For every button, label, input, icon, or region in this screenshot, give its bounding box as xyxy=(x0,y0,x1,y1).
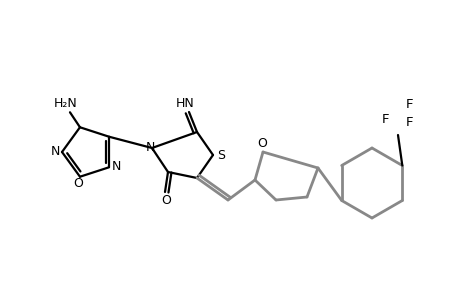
Text: N: N xyxy=(111,160,120,173)
Text: O: O xyxy=(73,177,83,190)
Text: S: S xyxy=(217,148,224,161)
Text: N: N xyxy=(50,145,60,158)
Text: O: O xyxy=(257,136,266,149)
Text: N: N xyxy=(145,140,154,154)
Text: HN: HN xyxy=(175,97,194,110)
Text: O: O xyxy=(161,194,171,206)
Text: F: F xyxy=(381,112,389,125)
Text: F: F xyxy=(405,98,413,110)
Text: F: F xyxy=(405,116,413,128)
Text: H₂N: H₂N xyxy=(54,97,78,110)
